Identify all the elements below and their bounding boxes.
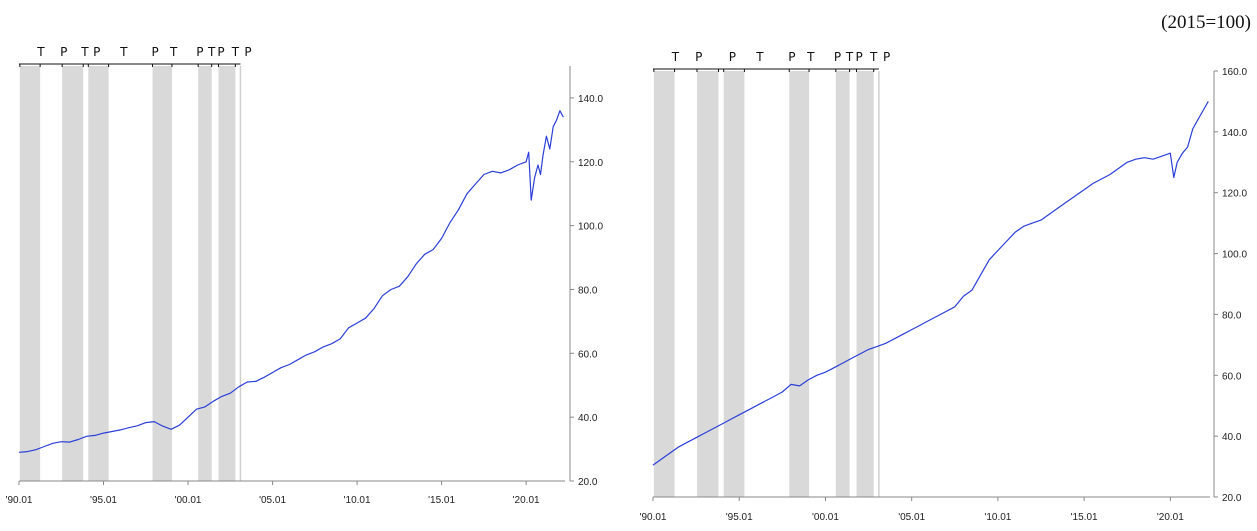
- shaded-period: [653, 71, 675, 497]
- x-tick-label: '15.01: [428, 495, 455, 506]
- y-tick-label: 100.0: [578, 222, 603, 233]
- shaded-period: [62, 66, 84, 481]
- x-tick-label: '90.01: [6, 495, 33, 506]
- y-tick-label: 80.0: [578, 285, 598, 296]
- y-tick-label: 60.0: [578, 349, 598, 360]
- chart-panel-2: TPTPTPTPTPTP'90.01'95.01'00.01'05.01'10.…: [640, 50, 1248, 523]
- y-tick-label: 20.0: [1222, 493, 1242, 504]
- cycle-marker-label: T: [80, 45, 89, 59]
- cycle-marker-label: P: [883, 50, 890, 64]
- x-tick-label: '10.01: [344, 495, 371, 506]
- cycle-marker-label: T: [806, 50, 815, 64]
- cycle-marker-label: P: [729, 50, 736, 64]
- x-tick-label: '95.01: [726, 512, 753, 523]
- y-tick-label: 140.0: [1222, 128, 1247, 139]
- shaded-period: [723, 71, 745, 497]
- cycle-marker-label: T: [169, 45, 178, 59]
- cycle-marker-label: T: [231, 45, 240, 59]
- x-tick-label: '05.01: [259, 495, 286, 506]
- cycle-marker-label: P: [855, 50, 862, 64]
- cycle-marker-label: P: [151, 45, 158, 59]
- shaded-period: [789, 71, 810, 497]
- y-tick-label: 160.0: [1222, 67, 1247, 78]
- shaded-period: [19, 66, 41, 481]
- shaded-period: [88, 66, 109, 481]
- x-tick-label: '00.01: [175, 495, 202, 506]
- shaded-period: [198, 66, 212, 481]
- shaded-period: [152, 66, 172, 481]
- cycle-marker-label: T: [755, 50, 764, 64]
- shaded-period: [218, 66, 236, 481]
- cycle-marker-label: P: [834, 50, 841, 64]
- cycle-marker-label: T: [119, 45, 128, 59]
- x-tick-label: '95.01: [90, 495, 117, 506]
- cycle-marker-label: T: [36, 45, 45, 59]
- y-tick-label: 100.0: [1222, 250, 1247, 261]
- y-tick-label: 40.0: [1222, 432, 1242, 443]
- series-line: [652, 101, 1209, 466]
- cycle-marker-label: T: [869, 50, 878, 64]
- shaded-period: [835, 71, 850, 497]
- cycle-marker-label: P: [196, 45, 203, 59]
- cycle-marker-label: P: [217, 45, 224, 59]
- cycle-marker-label: P: [60, 45, 67, 59]
- y-tick-label: 140.0: [578, 94, 603, 105]
- y-tick-label: 120.0: [1222, 189, 1247, 200]
- cycle-marker-label: P: [695, 50, 702, 64]
- x-tick-label: '10.01: [984, 512, 1011, 523]
- y-tick-label: 20.0: [578, 477, 598, 488]
- cycle-marker-label: P: [788, 50, 795, 64]
- unit-note: (2015=100): [1161, 12, 1251, 33]
- cycle-marker-label: P: [244, 45, 251, 59]
- y-tick-label: 40.0: [578, 413, 598, 424]
- y-tick-label: 120.0: [578, 158, 603, 169]
- x-tick-label: '00.01: [812, 512, 839, 523]
- shaded-period: [696, 71, 719, 497]
- x-tick-label: '20.01: [1157, 512, 1184, 523]
- cycle-marker-label: T: [207, 45, 216, 59]
- series-line: [18, 110, 564, 453]
- y-tick-label: 60.0: [1222, 371, 1242, 382]
- cycle-marker-label: P: [93, 45, 100, 59]
- chart-panel-1: T P T P T P T P T P T P'90.01'95.01'00.01'05.01'10.…: [6, 45, 604, 506]
- x-tick-label: '15.01: [1071, 512, 1098, 523]
- x-tick-label: '05.01: [898, 512, 925, 523]
- shaded-period: [856, 71, 874, 497]
- x-tick-label: '20.01: [513, 495, 540, 506]
- y-tick-label: 80.0: [1222, 310, 1242, 321]
- cycle-marker-label: T: [671, 50, 680, 64]
- x-tick-label: '90.01: [640, 512, 667, 523]
- cycle-marker-label: T: [845, 50, 854, 64]
